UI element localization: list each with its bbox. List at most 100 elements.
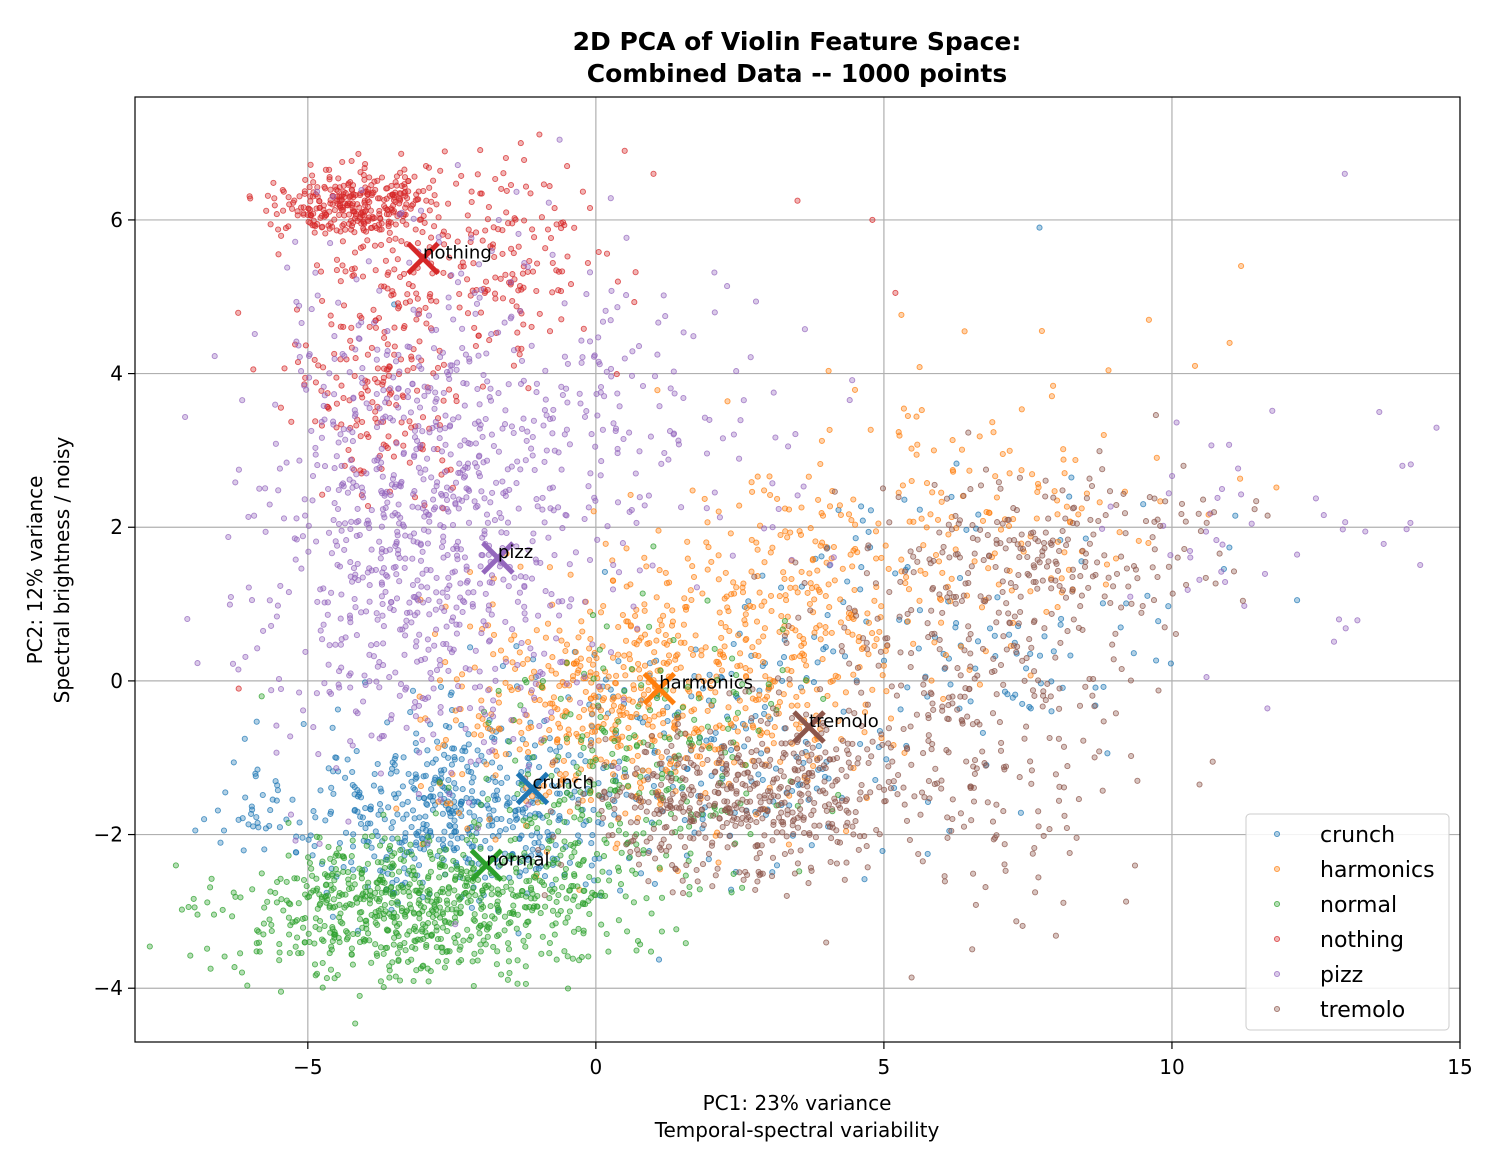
data-point-nothing [316,198,323,205]
data-point-harmonics [848,517,855,524]
data-point-normal [445,890,452,897]
data-point-normal [616,820,624,827]
data-point-pizz [711,269,718,276]
data-point-pizz [448,272,455,279]
data-point-pizz [425,646,432,653]
data-point-crunch [482,874,489,881]
data-point-harmonics [497,647,505,654]
data-point-tremolo [668,742,675,749]
data-point-pizz [256,485,263,492]
data-point-nothing [367,207,374,214]
data-point-nothing [386,237,393,244]
data-point-normal [366,937,373,944]
data-point-pizz [393,595,401,602]
data-point-crunch [399,801,406,808]
data-point-normal [596,646,603,653]
data-point-pizz [184,615,191,623]
data-point-pizz [535,612,542,619]
data-point-normal [208,875,215,882]
data-point-nothing [374,379,381,386]
data-point-pizz [516,589,523,596]
data-point-normal [207,884,214,891]
data-point-nothing [509,297,516,305]
data-point-nothing [271,202,278,209]
data-point-pizz [380,732,387,740]
data-point-harmonics [702,644,709,651]
data-point-pizz [273,613,280,620]
data-point-tremolo [652,855,659,862]
data-point-pizz [482,415,489,423]
data-point-pizz [486,637,493,644]
data-point-nothing [464,276,471,283]
data-point-pizz [438,504,446,511]
data-point-pizz [588,431,595,438]
data-point-nothing [869,216,876,223]
data-point-crunch [1082,535,1089,542]
data-point-nothing [391,324,398,331]
data-point-crunch [588,862,595,869]
data-point-harmonics [717,620,725,627]
data-point-harmonics [690,729,698,736]
data-point-crunch [876,727,883,735]
data-point-normal [420,962,427,969]
data-point-normal [406,901,413,908]
data-point-normal [470,865,477,872]
data-point-pizz [411,427,419,434]
data-point-nothing [558,316,565,323]
data-point-pizz [378,523,385,530]
data-point-pizz [559,391,566,399]
data-point-pizz [409,503,416,510]
data-point-crunch [515,806,522,813]
data-point-normal [300,924,307,931]
data-point-crunch [466,809,473,816]
data-point-normal [308,865,315,872]
data-point-pizz [374,346,381,353]
data-point-pizz [1173,419,1180,426]
data-point-crunch [1155,618,1162,625]
data-point-normal [658,894,666,901]
data-point-normal [394,835,401,842]
data-point-normal [609,750,616,757]
data-point-pizz [287,733,294,740]
data-point-normal [696,739,703,746]
data-point-normal [335,934,342,942]
data-point-pizz [457,469,464,476]
data-point-pizz [599,426,606,433]
data-point-normal [571,871,578,878]
data-point-pizz [480,739,487,746]
data-point-harmonics [417,716,424,723]
data-point-crunch [441,828,448,835]
data-point-harmonics [814,567,821,574]
data-point-pizz [324,599,331,606]
data-point-nothing [271,195,278,202]
data-point-crunch [1099,600,1106,607]
data-point-nothing [407,205,414,212]
data-point-nothing [390,291,397,298]
data-point-normal [608,822,615,829]
data-point-crunch [967,698,974,705]
data-point-normal [448,866,455,873]
data-point-normal [456,946,463,953]
data-point-pizz [483,457,491,464]
data-point-harmonics [880,662,887,669]
data-point-harmonics [931,639,938,646]
data-point-normal [393,889,400,896]
data-point-harmonics [922,570,929,577]
data-point-nothing [498,185,505,192]
data-point-nothing [377,215,384,222]
data-point-crunch [570,759,577,766]
data-point-normal [747,831,754,838]
data-point-harmonics [916,364,923,371]
data-point-pizz [471,498,478,505]
data-point-crunch [650,782,657,790]
data-point-pizz [435,234,442,241]
data-point-pizz [518,639,525,647]
data-point-crunch [267,807,274,814]
data-point-pizz [302,512,309,519]
data-point-pizz [326,642,333,649]
data-point-harmonics [614,743,621,750]
data-point-nothing [431,192,438,199]
data-point-pizz [460,380,467,387]
data-point-nothing [356,204,363,211]
data-point-pizz [461,402,468,409]
